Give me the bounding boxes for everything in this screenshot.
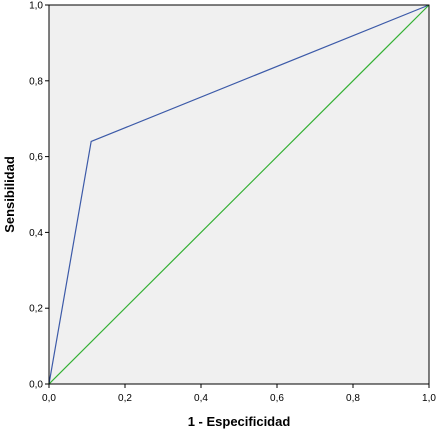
y-tick-label: 1,0 [29,1,43,12]
y-tick-label: 0,0 [29,380,43,391]
y-tick-label: 0,6 [29,152,43,163]
y-axis: 0,0 0,2 0,4 0,6 0,8 1,0 [29,1,49,391]
y-axis-title: Sensibilidad [2,156,17,233]
x-axis-title: 1 - Especificidad [188,414,291,429]
x-axis: 0,0 0,2 0,4 0,6 0,8 1,0 [42,384,436,404]
series-layer [48,4,430,385]
reference-diagonal-line [48,4,430,385]
roc-curve-line [48,4,430,385]
y-tick-label: 0,4 [29,228,43,239]
y-tick-label: 0,2 [29,304,43,315]
x-tick-label: 0,2 [118,393,132,404]
x-tick-label: 1,0 [422,393,436,404]
y-tick-label: 0,8 [29,76,43,87]
x-tick-label: 0,8 [346,393,360,404]
x-tick-label: 0,4 [194,393,208,404]
x-tick-label: 0,6 [270,393,284,404]
plot-frame [48,4,430,385]
x-tick-label: 0,0 [42,393,56,404]
